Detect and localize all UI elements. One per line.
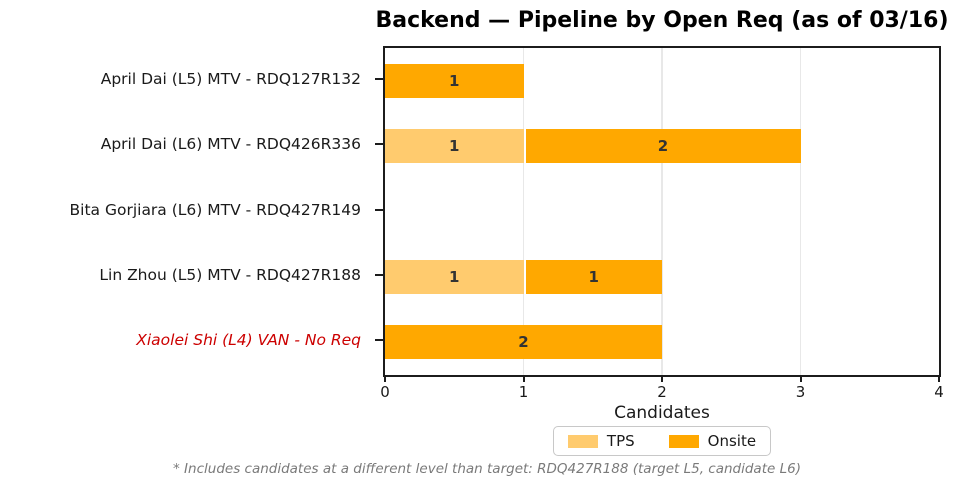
onsite-swatch-icon xyxy=(668,434,699,448)
y-axis-label: April Dai (L6) MTV - RDQ426R336 xyxy=(100,135,361,154)
bar-segment-onsite: 2 xyxy=(523,129,801,164)
x-tick-label: 2 xyxy=(657,383,667,401)
footnote: * Includes candidates at a different lev… xyxy=(173,461,801,477)
bar-value-label: 1 xyxy=(588,267,599,286)
bar-segment-tps: 1 xyxy=(385,259,524,294)
y-axis-label: Bita Gorjiara (L6) MTV - RDQ427R149 xyxy=(69,200,361,219)
legend-item-onsite: Onsite xyxy=(668,432,757,450)
gridline xyxy=(661,48,663,375)
x-tick-mark xyxy=(938,377,940,382)
x-axis-label: Candidates xyxy=(614,403,710,423)
x-tick-mark xyxy=(661,377,663,382)
plot-area: 1 1 2 1 1 2 xyxy=(383,46,941,377)
y-tick-mark xyxy=(375,339,383,342)
y-axis-labels: April Dai (L5) MTV - RDQ127R132 April Dai… xyxy=(0,46,372,377)
x-tick-label: 4 xyxy=(934,383,944,401)
y-axis-label: Xiaolei Shi (L4) VAN - No Req xyxy=(136,331,361,350)
bar-segment-tps: 1 xyxy=(385,129,524,164)
bar-segment-onsite: 1 xyxy=(385,63,524,98)
legend-item-tps: TPS xyxy=(567,432,635,450)
x-tick-mark xyxy=(384,377,386,382)
chart-title: Backend — Pipeline by Open Req (as of 03… xyxy=(375,8,949,33)
y-tick-mark xyxy=(375,208,383,211)
gridline xyxy=(799,48,802,375)
tps-swatch-icon xyxy=(567,434,598,448)
legend: TPS Onsite xyxy=(383,426,941,456)
legend-box: TPS Onsite xyxy=(552,426,772,456)
bar-segment-onsite: 1 xyxy=(523,259,662,294)
legend-label-tps: TPS xyxy=(606,432,635,450)
bar-value-label: 2 xyxy=(657,137,669,156)
legend-label-onsite: Onsite xyxy=(707,432,757,450)
bar-value-label: 1 xyxy=(449,71,460,90)
gridline xyxy=(522,48,525,375)
y-axis-label: Lin Zhou (L5) MTV - RDQ427R188 xyxy=(99,265,361,284)
bar-value-label: 1 xyxy=(449,137,460,156)
y-axis-label: April Dai (L5) MTV - RDQ127R132 xyxy=(100,69,361,88)
bar-value-label: 1 xyxy=(449,267,460,286)
bar-segment-onsite: 2 xyxy=(385,325,662,360)
x-tick-mark xyxy=(522,377,525,382)
y-tick-mark xyxy=(375,77,383,80)
y-tick-mark xyxy=(375,143,383,146)
y-tick-mark xyxy=(375,273,383,276)
bar-value-label: 2 xyxy=(518,333,529,352)
x-tick-label: 1 xyxy=(518,383,529,401)
x-tick-mark xyxy=(799,377,802,382)
x-tick-label: 0 xyxy=(380,383,390,401)
x-tick-label: 3 xyxy=(795,383,806,401)
